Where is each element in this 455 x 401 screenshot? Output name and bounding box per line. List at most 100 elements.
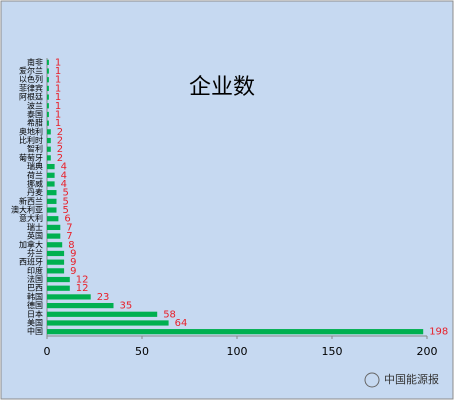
bar [47,111,49,118]
data-label: 5 [63,188,69,199]
x-tick-label: 0 [44,345,51,358]
y-tick-label: 瑞士 [27,222,43,232]
y-tick-label: 比利时 [19,135,43,145]
bar [47,242,63,248]
bar [47,320,169,326]
y-tick-label: 以色列 [19,74,43,84]
y-tick-label: 智利 [27,144,43,154]
bar [47,268,65,274]
data-label: 6 [64,214,70,225]
bar [47,77,49,83]
bar [47,276,70,283]
y-tick-label: 奥地利 [19,126,43,136]
chart-title: 企业数 [189,75,255,100]
y-tick-label: 英国 [27,231,43,241]
data-label: 1 [55,57,61,68]
bar [47,294,91,300]
y-tick-label: 西班牙 [19,257,43,267]
data-label: 2 [57,127,63,138]
bar [47,207,57,213]
bar [47,190,57,196]
y-tick-label: 爱尔兰 [19,66,43,76]
y-tick-label: 荷兰 [27,170,43,180]
data-label: 64 [175,318,188,329]
y-tick-label: 瑞典 [27,161,43,171]
data-label: 1 [55,75,61,86]
bar [47,172,55,178]
bar [47,311,158,317]
y-tick-label: 德国 [27,300,43,310]
y-tick-label: 南非 [27,57,43,67]
y-tick-label: 加拿大 [19,239,43,249]
y-tick-label: 泰国 [27,109,43,119]
y-tick-label: 美国 [27,317,43,327]
y-tick-label: 中国 [27,326,43,336]
y-tick-label: 波兰 [27,100,43,110]
data-label: 4 [61,170,67,181]
bar [47,120,49,126]
wechat-icon [364,372,380,388]
y-tick-label: 意大利 [19,213,43,223]
y-tick-label: 希腊 [27,118,43,128]
data-label: 12 [76,283,89,294]
data-label: 1 [55,92,61,103]
bar [47,68,49,74]
data-label: 2 [57,144,63,155]
x-tick-label: 100 [227,345,248,358]
bar [47,329,424,335]
data-label: 1 [55,118,61,129]
bar [47,85,49,92]
y-tick-label: 葡萄牙 [19,152,43,162]
bar [47,137,51,144]
bar [47,224,61,231]
bar [47,181,55,187]
bar [47,155,51,161]
data-label: 9 [70,266,76,277]
y-tick-label: 日本 [27,309,43,319]
data-label: 1 [55,101,61,112]
bar [47,103,49,109]
bar [47,129,51,135]
x-tick-label: 200 [417,345,438,358]
bar [47,259,65,265]
bar [47,146,51,152]
data-label: 58 [163,309,176,320]
x-tick-label: 50 [135,345,149,358]
y-tick-label: 印度 [27,265,43,275]
data-label: 9 [70,257,76,268]
bar [47,94,49,100]
data-label: 2 [57,153,63,164]
bar [47,302,114,309]
data-label: 7 [66,222,72,233]
bar [47,285,70,291]
y-tick-label: 法国 [27,274,43,284]
y-tick-label: 挪威 [27,178,43,188]
y-tick-label: 丹麦 [27,187,43,197]
y-tick-label: 新西兰 [19,196,43,206]
data-label: 9 [70,248,76,259]
data-label: 35 [120,301,133,312]
data-label: 5 [63,205,69,216]
bar [47,216,59,222]
data-label: 5 [63,196,69,207]
y-tick-label: 菲律宾 [19,83,43,93]
data-label: 4 [61,179,67,190]
data-label: 23 [97,292,110,303]
data-label: 1 [55,83,61,94]
data-label: 198 [429,327,448,338]
x-tick-label: 150 [322,345,343,358]
bar [47,250,65,257]
y-tick-label: 阿根廷 [19,92,43,102]
data-label: 4 [61,162,67,173]
data-label: 12 [76,275,89,286]
data-label: 2 [57,136,63,147]
y-tick-label: 韩国 [27,291,43,301]
y-tick-label: 芬兰 [27,248,43,258]
bar [47,233,61,239]
bar [47,59,49,65]
data-label: 7 [66,231,72,242]
watermark: 中国能源报 [384,372,439,386]
bar [47,163,55,170]
y-tick-label: 澳大利亚 [11,205,43,215]
